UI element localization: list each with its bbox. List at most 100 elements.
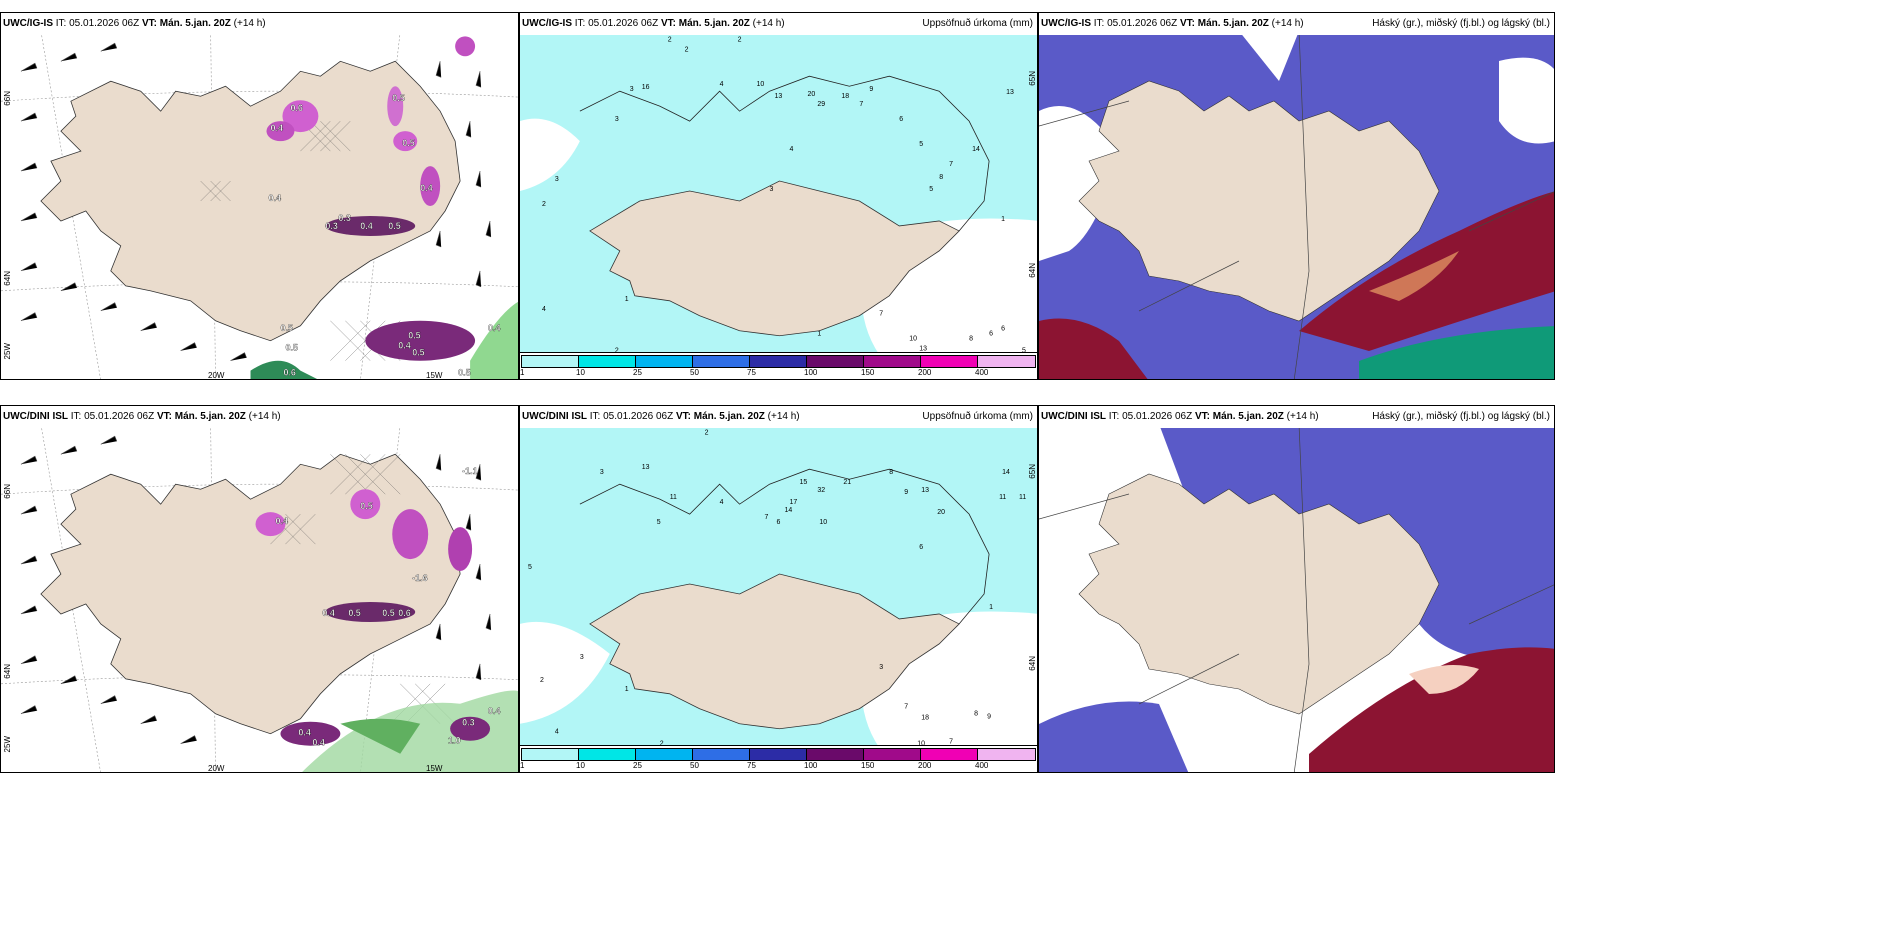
colorbar-swatch — [749, 748, 807, 761]
colorbar-tick: 50 — [690, 761, 699, 770]
model-name: UWC/DINI ISL — [1041, 411, 1106, 422]
axis-lat-65: 65N — [1028, 464, 1037, 479]
precip-value: 1 — [625, 686, 629, 693]
panel-title: UWC/IG-IS IT: 05.01.2026 06Z VT: Mán. 5.… — [520, 13, 1037, 35]
panel-top-temp: UWC/IG-IS IT: 05.01.2026 06Z VT: Mán. 5.… — [0, 12, 519, 380]
purple-zones — [266, 36, 476, 361]
temp-label: 0.6 — [290, 103, 302, 113]
grid-lines — [1039, 424, 1554, 772]
colorbar-swatch — [578, 355, 636, 368]
init-time: IT: 05.01.2026 06Z — [1093, 18, 1178, 29]
colorbar-swatch — [749, 355, 807, 368]
panel-bottom-temp: UWC/DINI ISL IT: 05.01.2026 06Z VT: Mán.… — [0, 405, 519, 773]
precip-map: 2 2 2 3 3 4 10 13 20 29 18 16 9 7 6 5 4 … — [520, 31, 1037, 355]
precip-value: 18 — [921, 715, 929, 722]
colorbar-swatch — [977, 355, 1036, 368]
precip-value: 6 — [777, 519, 781, 526]
precip-value: 10 — [819, 519, 827, 526]
axis-lon-20: 20W — [208, 371, 225, 380]
iceland-land — [40, 453, 461, 735]
precip-value: 13 — [775, 93, 783, 100]
precip-value: 6 — [919, 544, 923, 551]
axis-lon-20: 20W — [208, 764, 225, 773]
precip-value: 9 — [904, 489, 908, 496]
precip-value: 13 — [642, 464, 650, 471]
precip-value: 11 — [670, 494, 677, 501]
precip-value: 3 — [600, 469, 604, 476]
valid-label: VT: — [1179, 18, 1195, 29]
precip-value: 13 — [1006, 89, 1014, 96]
precip-value: 15 — [799, 479, 807, 486]
panel-title: UWC/DINI ISL IT: 05.01.2026 06Z VT: Mán.… — [1, 406, 518, 428]
iceland-land — [40, 60, 461, 342]
init-time: IT: 05.01.2026 06Z — [1108, 411, 1193, 422]
valid-time: Mán. 5.jan. 20Z — [693, 411, 765, 422]
precip-value: 2 — [540, 677, 544, 684]
precip-value: 5 — [657, 519, 661, 526]
precip-value: 1 — [1001, 216, 1005, 223]
grid-lines — [1039, 31, 1554, 379]
white-area — [1499, 57, 1554, 144]
colorbar-swatch — [806, 748, 864, 761]
precip-value: 8 — [969, 336, 973, 343]
precip-value: 3 — [615, 116, 619, 123]
axis-lat-66: 66N — [3, 484, 12, 499]
temp-label: 0.4 — [275, 516, 287, 526]
precip-value: 16 — [642, 84, 650, 91]
precip-value: 10 — [909, 336, 917, 343]
precip-colorbar: 1 10 25 50 75 100 150 200 400 — [520, 745, 1037, 772]
precip-value: 2 — [542, 201, 546, 208]
colorbar-swatch — [977, 748, 1036, 761]
precip-value: 7 — [859, 101, 863, 108]
precip-value: 1 — [625, 296, 629, 303]
temp-label: 0.4 — [268, 193, 280, 203]
precip-value: 5 — [528, 564, 532, 571]
precip-value: 8 — [974, 711, 978, 718]
colorbar-tick: 200 — [918, 368, 932, 377]
precip-colorbar: 1 10 25 50 75 100 150 200 400 — [520, 352, 1037, 379]
precip-value: 2 — [705, 429, 709, 436]
init-time: IT: 05.01.2026 06Z — [55, 18, 140, 29]
colorbar-swatch — [692, 355, 750, 368]
temp-label: 0.5 — [458, 368, 470, 378]
temp-map: 0.6 0.5 0.4 0.5 0.3 0.4 0.5 0.3 0.4 0.5 … — [1, 31, 518, 379]
precip-value: 2 — [738, 36, 742, 43]
colorbar-tick: 25 — [633, 761, 642, 770]
precip-value: 5 — [929, 186, 933, 193]
colorbar-tick: 10 — [576, 368, 585, 377]
temp-label: 0.5 — [402, 138, 414, 148]
temp-label: 0.5 — [412, 348, 424, 358]
temp-label: 0.4 — [420, 183, 432, 193]
precip-value: 10 — [757, 81, 765, 88]
panel-title: UWC/IG-IS IT: 05.01.2026 06Z VT: Mán. 5.… — [1039, 13, 1554, 35]
precip-value: 10 — [917, 741, 925, 748]
lead-time: (+14 h) — [752, 18, 785, 29]
temp-map: -1.1 -1.6 0.4 0.5 0.5 0.6 0.4 0.4 0.3 0.… — [1, 424, 518, 772]
temp-label: 0.5 — [280, 323, 292, 333]
precip-value: 2 — [660, 741, 664, 748]
precip-value: 20 — [937, 509, 945, 516]
colorbar-tick: 25 — [633, 368, 642, 377]
precip-value: 3 — [580, 654, 584, 661]
temp-label: 0.4 — [360, 221, 372, 231]
colorbar-swatch — [920, 355, 978, 368]
precip-value: 2 — [668, 36, 672, 43]
colorbar-swatch — [863, 748, 921, 761]
axis-lat-64: 64N — [1028, 656, 1037, 671]
colorbar-tick: 150 — [861, 761, 875, 770]
cloud-title: Háský (gr.), miðský (fj.bl.) og lágský (… — [1372, 411, 1550, 422]
precip-value: 13 — [921, 487, 929, 494]
lead-time: (+14 h) — [1286, 411, 1319, 422]
axis-lat-66: 66N — [3, 91, 12, 106]
panel-bottom-cloud: UWC/DINI ISL IT: 05.01.2026 06Z VT: Mán.… — [1038, 405, 1555, 773]
precip-value: 32 — [817, 487, 825, 494]
purple-zones — [255, 489, 491, 746]
precip-value: 11 — [1019, 494, 1026, 501]
colorbar-swatch — [692, 748, 750, 761]
colorbar-tick: 75 — [747, 761, 756, 770]
precip-value: 9 — [869, 86, 873, 93]
precip-value: 18 — [841, 93, 849, 100]
temp-label: 0.4 — [298, 728, 310, 738]
precip-title: Uppsöfnuð úrkoma (mm) — [922, 18, 1033, 29]
precip-value: 11 — [999, 494, 1006, 501]
